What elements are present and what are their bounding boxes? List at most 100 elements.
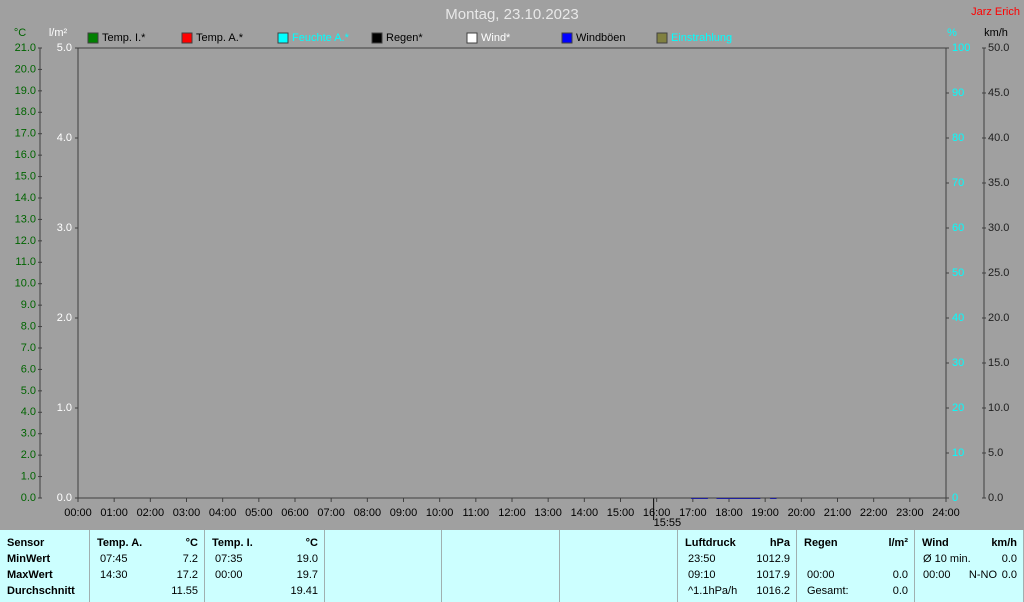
y4-tick-label: 50.0 bbox=[988, 42, 1009, 54]
table-cell-value: 1012.9 bbox=[756, 553, 790, 565]
y3-tick-label: 10 bbox=[952, 447, 964, 459]
table-header: Temp. I. bbox=[212, 537, 253, 549]
y4-tick-label: 30.0 bbox=[988, 222, 1009, 234]
y-tick-label: 19.0 bbox=[15, 85, 36, 97]
table-cell-label: 00:00 bbox=[923, 569, 951, 581]
legend-label: Temp. I.* bbox=[102, 32, 146, 44]
table-cell-value: 7.2 bbox=[182, 553, 198, 565]
y2-tick-label: 2.0 bbox=[57, 312, 72, 324]
chart-title: Montag, 23.10.2023 bbox=[445, 6, 578, 23]
y4-tick-label: 40.0 bbox=[988, 132, 1009, 144]
y-tick-label: 13.0 bbox=[15, 213, 36, 225]
y3-tick-label: 30 bbox=[952, 357, 964, 369]
y4-tick-label: 5.0 bbox=[988, 447, 1003, 459]
legend-swatch bbox=[561, 32, 573, 44]
y3-tick-label: 100 bbox=[952, 42, 970, 54]
y4-tick-label: 0.0 bbox=[988, 492, 1003, 504]
table-cell-value: 19.41 bbox=[290, 585, 318, 597]
table-cell-label: 14:30 bbox=[100, 569, 128, 581]
x-tick-label: 20:00 bbox=[788, 507, 816, 519]
y-tick-label: 12.0 bbox=[15, 235, 36, 247]
y2-tick-label: 5.0 bbox=[57, 42, 72, 54]
y-axis-title: °C bbox=[14, 27, 26, 39]
table-header: km/h bbox=[991, 537, 1017, 549]
table-column: Wind km/h Ø 10 min. 0.0 00:00 N-NO 0.0 bbox=[915, 530, 1024, 602]
y-tick-label: 14.0 bbox=[15, 192, 36, 204]
table-cell-value: 1017.9 bbox=[756, 569, 790, 581]
legend-label: Wind* bbox=[481, 32, 511, 44]
y-tick-label: 20.0 bbox=[15, 63, 36, 75]
x-tick-label: 08:00 bbox=[354, 507, 382, 519]
y-tick-label: 5.0 bbox=[21, 385, 36, 397]
table-column: Sensor MinWert MaxWert Durchschnitt bbox=[0, 530, 90, 602]
x-tick-label: 19:00 bbox=[751, 507, 779, 519]
y3-tick-label: 50 bbox=[952, 267, 964, 279]
legend-label: Windböen bbox=[576, 32, 626, 44]
x-tick-label: 00:00 bbox=[64, 507, 92, 519]
y-tick-label: 4.0 bbox=[21, 406, 36, 418]
y4-tick-label: 45.0 bbox=[988, 87, 1009, 99]
y3-tick-label: 20 bbox=[952, 402, 964, 414]
y3-tick-label: 0 bbox=[952, 492, 958, 504]
time-marker-label: 15:55 bbox=[654, 517, 682, 529]
y-tick-label: 1.0 bbox=[21, 470, 36, 482]
y-tick-label: 0.0 bbox=[21, 492, 36, 504]
x-tick-label: 14:00 bbox=[571, 507, 599, 519]
y-tick-label: 3.0 bbox=[21, 428, 36, 440]
station-name: Jarz Erich bbox=[971, 6, 1020, 18]
y-tick-label: 9.0 bbox=[21, 299, 36, 311]
chart: Montag, 23.10.2023 Jarz Erich °C l/m² % … bbox=[14, 6, 1020, 529]
legend-swatch bbox=[87, 32, 99, 44]
table-cell-direction: N-NO bbox=[968, 569, 997, 581]
y4-axis-title: km/h bbox=[984, 27, 1008, 39]
x-tick-label: 12:00 bbox=[498, 507, 526, 519]
y4-tick-label: 25.0 bbox=[988, 267, 1009, 279]
x-tick-label: 09:00 bbox=[390, 507, 418, 519]
table-column: Temp. A. °C 07:45 7.2 14:30 17.2 11.55 bbox=[90, 530, 205, 602]
table-cell-label: Durchschnitt bbox=[7, 585, 75, 597]
table-header: hPa bbox=[769, 537, 790, 549]
x-tick-label: 21:00 bbox=[824, 507, 852, 519]
table-header: Regen bbox=[804, 537, 838, 549]
x-tick-label: 10:00 bbox=[426, 507, 454, 519]
table-cell-value: 0.0 bbox=[892, 569, 908, 581]
x-tick-label: 22:00 bbox=[860, 507, 888, 519]
table-cell-value: 0.0 bbox=[1001, 553, 1017, 565]
y2-axis-title: l/m² bbox=[49, 27, 68, 39]
legend-swatch bbox=[371, 32, 383, 44]
x-tick-label: 05:00 bbox=[245, 507, 273, 519]
y-tick-label: 18.0 bbox=[15, 106, 36, 118]
legend-swatch bbox=[181, 32, 193, 44]
table-cell-value: 11.55 bbox=[171, 585, 198, 597]
y3-tick-label: 60 bbox=[952, 222, 964, 234]
x-tick-label: 03:00 bbox=[173, 507, 201, 519]
table-column: Luftdruck hPa 23:50 1012.9 09:10 1017.9 ^1.1hP… bbox=[678, 530, 797, 602]
table-header: Sensor bbox=[7, 537, 45, 549]
table-header: °C bbox=[305, 537, 318, 549]
y-tick-label: 21.0 bbox=[15, 42, 36, 54]
y-tick-label: 8.0 bbox=[21, 320, 36, 332]
table-cell-value: 0.0 bbox=[1001, 569, 1017, 581]
table-cell-label: Gesamt: bbox=[807, 585, 849, 597]
legend-swatch bbox=[656, 32, 668, 44]
y2-tick-label: 1.0 bbox=[57, 402, 72, 414]
table-column: Temp. I. °C 07:35 19.0 00:00 19.7 19.41 bbox=[205, 530, 325, 602]
table-cell-label: 23:50 bbox=[688, 553, 716, 565]
table-cell-label: 09:10 bbox=[688, 569, 716, 581]
legend-label: Temp. A.* bbox=[196, 32, 244, 44]
x-tick-label: 02:00 bbox=[137, 507, 165, 519]
x-tick-label: 04:00 bbox=[209, 507, 237, 519]
table-cell-value: 17.2 bbox=[176, 569, 198, 581]
x-tick-label: 13:00 bbox=[534, 507, 562, 519]
legend-label: Regen* bbox=[386, 32, 423, 44]
table-cell-label: 07:35 bbox=[215, 553, 243, 565]
x-tick-label: 16:00 bbox=[643, 507, 671, 519]
table-header: Wind bbox=[922, 537, 949, 549]
y-tick-label: 6.0 bbox=[21, 363, 36, 375]
table-cell-label: 07:45 bbox=[100, 553, 128, 565]
table-cell-value: 19.0 bbox=[296, 553, 318, 565]
y3-tick-label: 80 bbox=[952, 132, 964, 144]
x-tick-label: 15:00 bbox=[607, 507, 635, 519]
y3-tick-label: 40 bbox=[952, 312, 964, 324]
table-column: Regen l/m² 00:00 0.0 Gesamt: 0.0 bbox=[797, 530, 915, 602]
